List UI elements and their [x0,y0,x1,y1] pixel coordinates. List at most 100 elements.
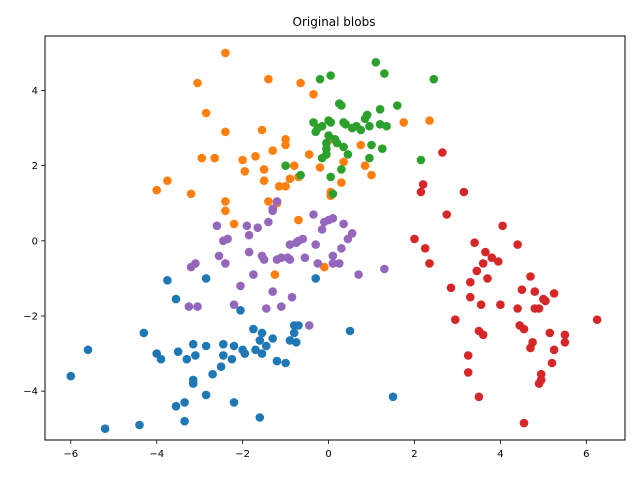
point-s4-19 [264,217,273,227]
point-s4-22 [268,287,278,296]
point-s0-40 [281,358,290,368]
point-s4-14 [249,270,258,279]
point-s2-36 [378,144,387,153]
point-s2-40 [416,155,426,165]
point-s0-30 [236,306,245,315]
point-s1-15 [257,125,267,135]
point-s4-21 [268,206,278,216]
point-s0-12 [180,398,189,407]
point-s1-17 [259,176,269,185]
point-s3-27 [513,304,522,313]
point-s1-44 [399,118,409,127]
point-s1-5 [201,108,211,118]
point-s3-6 [442,210,452,219]
point-s0-39 [272,356,282,366]
point-s0-7 [163,276,172,285]
point-s0-24 [219,339,228,349]
point-s2-13 [326,71,336,80]
point-s2-34 [375,105,385,114]
point-s1-23 [274,182,284,191]
point-s1-27 [285,174,295,184]
point-s3-0 [410,234,419,244]
point-s0-3 [135,420,144,430]
point-s0-13 [182,354,192,364]
point-s2-37 [380,69,389,78]
point-s4-5 [214,251,224,261]
point-s2-39 [393,101,402,110]
point-s4-45 [337,244,346,253]
point-s4-38 [313,259,323,268]
point-s1-35 [320,262,329,272]
point-s3-19 [478,330,488,340]
point-s2-12 [324,131,333,140]
point-s1-28 [289,161,299,170]
point-s1-34 [315,163,325,172]
point-s3-43 [541,296,550,306]
point-s1-11 [229,219,239,229]
point-s3-33 [526,272,535,281]
point-s2-15 [326,172,336,182]
point-s4-7 [221,259,230,268]
point-s1-14 [251,152,260,161]
point-s4-44 [335,259,344,268]
point-s1-40 [339,157,348,167]
point-s4-30 [287,292,297,302]
point-s3-18 [476,300,486,310]
point-s0-33 [255,413,265,422]
point-s2-41 [429,74,439,84]
point-s1-8 [221,127,230,137]
point-s2-10 [322,138,331,148]
point-s2-22 [339,142,348,152]
point-s4-37 [311,240,321,249]
point-s2-0 [281,161,290,170]
point-s4-0 [184,302,194,311]
point-s1-0 [152,185,161,195]
point-s2-16 [328,189,338,199]
x-tick-label: −4 [149,449,164,460]
point-s0-25 [227,354,237,364]
point-s4-28 [285,255,295,264]
point-s3-9 [459,187,469,197]
point-s1-33 [309,90,318,99]
point-s4-43 [328,251,338,261]
point-s3-50 [592,315,602,325]
point-s4-12 [244,247,254,257]
point-s0-36 [257,349,267,358]
point-s3-48 [560,330,570,340]
point-s3-44 [545,328,555,338]
x-tick-label: 6 [583,449,589,460]
point-s3-28 [513,240,522,249]
point-s3-13 [466,292,475,302]
point-s3-1 [416,187,426,197]
point-s0-47 [345,326,355,336]
point-s3-26 [498,221,507,231]
point-s4-35 [304,321,314,330]
point-s3-21 [481,247,490,257]
point-s3-14 [470,238,479,247]
point-s3-4 [425,259,434,268]
point-s4-10 [236,281,245,291]
point-s3-10 [463,351,473,360]
point-s3-2 [418,180,428,189]
point-s4-46 [339,219,348,229]
point-s2-30 [362,110,372,120]
point-s3-46 [549,289,559,298]
point-s3-5 [438,148,447,157]
point-s0-44 [294,321,303,330]
point-s1-6 [210,153,219,163]
x-tick-label: 0 [325,449,331,460]
point-s0-46 [311,274,321,283]
point-s1-42 [360,161,370,170]
y-tick-label: 4 [32,86,38,97]
point-s0-21 [208,369,217,379]
point-s0-15 [188,375,198,385]
point-s4-11 [242,221,252,231]
chart-title: Original blobs [293,15,376,29]
point-s2-25 [343,150,353,159]
point-s2-14 [326,118,336,127]
point-s0-48 [388,392,398,402]
point-s0-32 [251,345,260,355]
point-s3-22 [483,274,492,283]
point-s3-20 [478,259,488,268]
point-s1-30 [294,215,303,225]
